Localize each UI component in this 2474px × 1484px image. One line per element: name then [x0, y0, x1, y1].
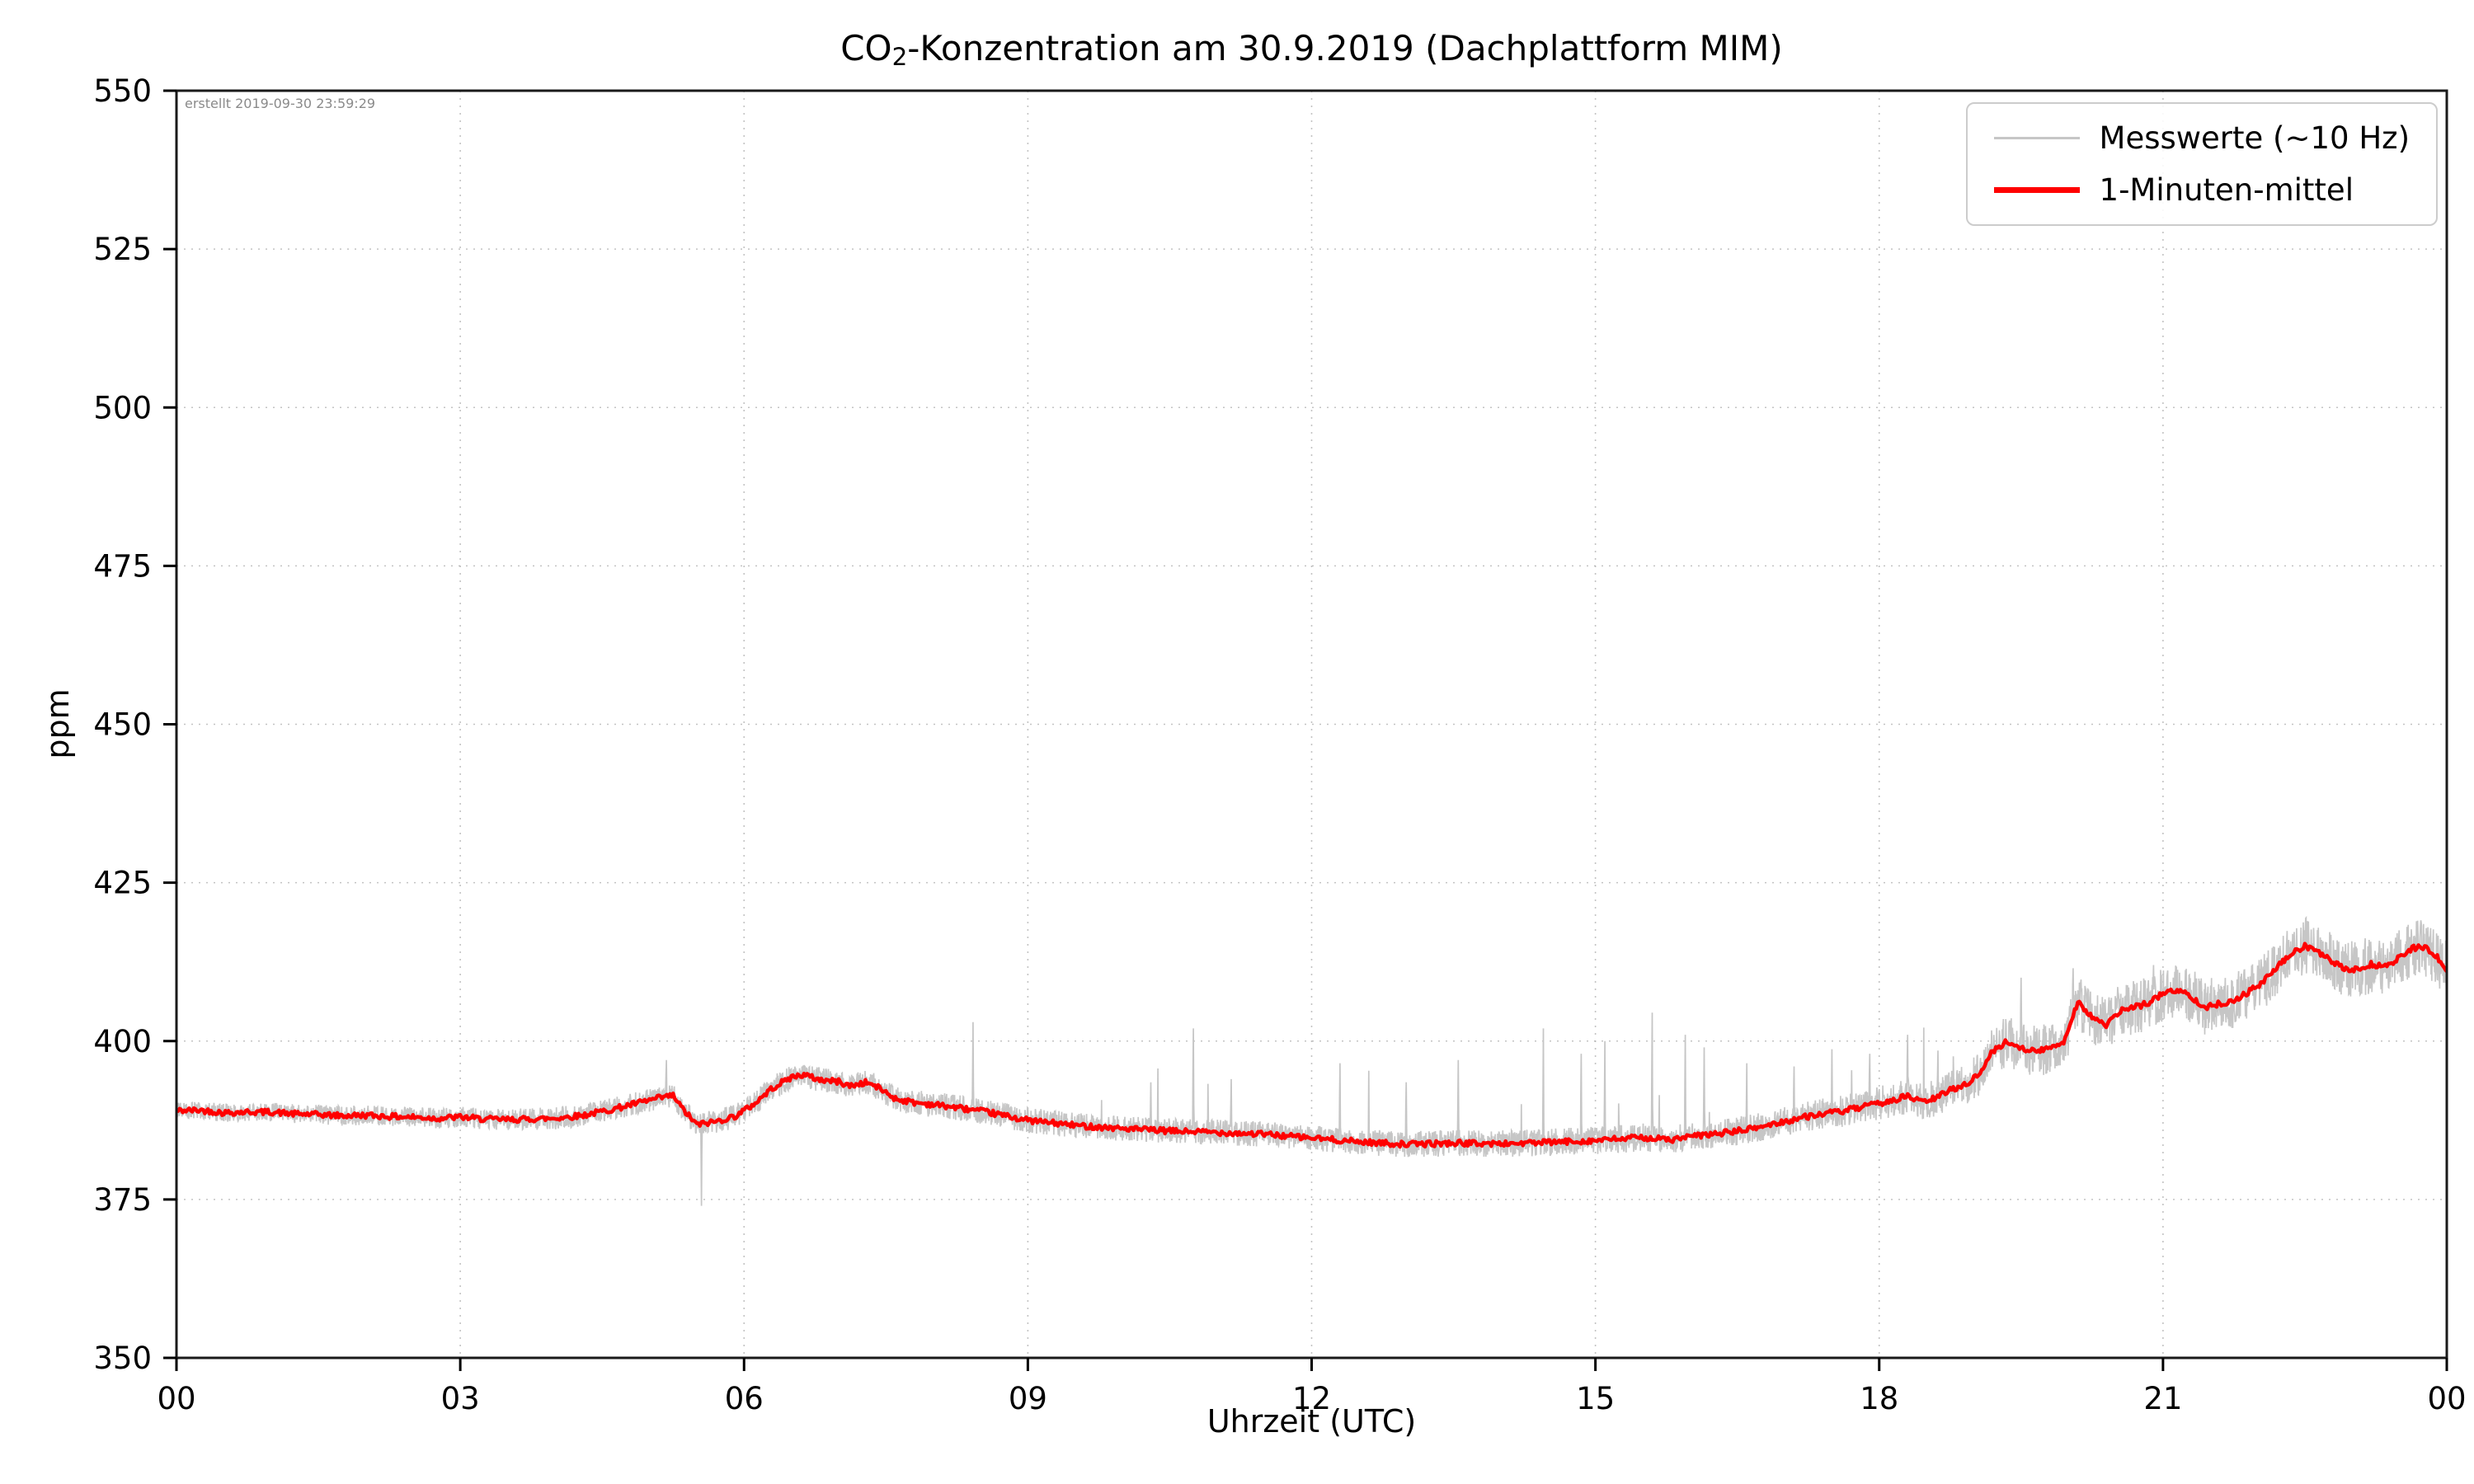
x-tick-label: 09 — [1009, 1381, 1047, 1416]
legend-item-minute-mean: 1-Minuten-mittel — [1993, 172, 2410, 208]
x-tick-label: 00 — [157, 1381, 195, 1416]
title-prefix: CO — [840, 28, 892, 68]
x-tick-label: 15 — [1576, 1381, 1615, 1416]
y-tick-label: 375 — [93, 1182, 152, 1218]
x-tick-label: 06 — [725, 1381, 764, 1416]
y-axis-label: ppm — [40, 688, 76, 759]
legend-label-messwerte: Messwerte (~10 Hz) — [2099, 120, 2410, 156]
chart-title: CO2-Konzentration am 30.9.2019 (Dachplat… — [176, 28, 2447, 71]
y-tick-label: 350 — [93, 1341, 152, 1376]
series-minute-mean — [176, 942, 2447, 1149]
x-tick-label: 03 — [441, 1381, 480, 1416]
x-tick-label: 12 — [1292, 1381, 1331, 1416]
y-tick-label: 475 — [93, 548, 152, 584]
y-tick-label: 400 — [93, 1024, 152, 1059]
x-tick-label: 21 — [2143, 1381, 2182, 1416]
title-suffix: -Konzentration am 30.9.2019 (Dachplattfo… — [907, 28, 1783, 68]
series-messwerte — [176, 915, 2447, 1206]
y-tick-label: 425 — [93, 866, 152, 901]
title-subscript: 2 — [891, 43, 908, 72]
y-tick-label: 450 — [93, 707, 152, 743]
created-timestamp: erstellt 2019-09-30 23:59:29 — [185, 96, 376, 111]
legend-label-minute-mean: 1-Minuten-mittel — [2099, 172, 2354, 208]
y-tick-label: 500 — [93, 390, 152, 425]
y-tick-label: 525 — [93, 232, 152, 267]
y-tick-label: 550 — [93, 73, 152, 109]
x-tick-label: 18 — [1860, 1381, 1898, 1416]
x-tick-label: 00 — [2427, 1381, 2466, 1416]
legend-item-messwerte: Messwerte (~10 Hz) — [1993, 120, 2410, 156]
legend: Messwerte (~10 Hz) 1-Minuten-mittel — [1965, 102, 2438, 226]
x-axis-label: Uhrzeit (UTC) — [1206, 1403, 1417, 1439]
legend-line-sample-red — [1993, 187, 2080, 193]
legend-line-sample-gray — [1993, 137, 2080, 139]
